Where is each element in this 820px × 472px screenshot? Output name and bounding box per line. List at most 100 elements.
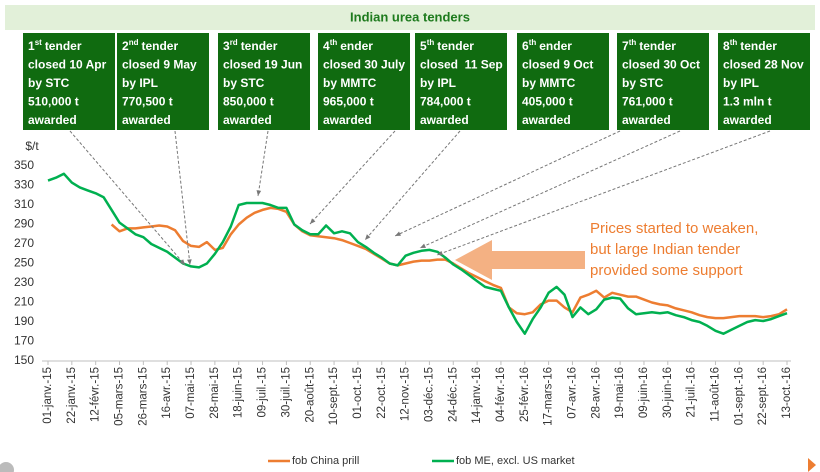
tender-heading: 8th tender [723,38,777,53]
tender-suffix: th [730,38,738,47]
tender-line: closed 9 Oct [522,58,593,72]
x-tick-label: 21-juil.-16 [686,367,698,418]
annotation-text: Prices started to weaken, [590,220,758,237]
x-tick-label: 25-févr.-16 [519,367,531,422]
tender-heading: 5th tender [420,38,474,53]
y-tick-label: 270 [14,236,34,250]
x-tick-label: 28-avr.-16 [590,367,602,419]
pointer-head [437,250,443,256]
tender-heading-word: tender [241,39,278,53]
pointer-line [436,130,771,256]
pointer-line [174,130,191,266]
x-tick-label: 01-janv.-15 [42,367,54,424]
tender-box: 7th tender closed 30 Oct by STC 761,000 t awa… [617,33,709,130]
x-tick-label: 01-oct.-15 [352,367,364,419]
tender-heading: 2nd tender [122,38,178,53]
x-tick-label: 22-sept.-16 [757,367,769,425]
tender-line: by STC [223,76,265,90]
pointer-head [310,218,316,224]
tender-number: 1 [28,39,35,53]
x-tick-label: 22-janv.-15 [66,367,78,424]
tender-heading: 4th ender [323,38,373,53]
pointer-head [365,234,371,240]
tender-heading: 6th ender [522,38,572,53]
tender-line: by STC [28,76,70,90]
tender-box-bg [23,33,115,130]
tender-suffix: th [629,38,637,47]
y-tick-label: 350 [14,158,34,172]
tender-box-bg [517,33,609,130]
tender-line: awarded [122,113,171,127]
tender-number: 2 [122,39,129,53]
tender-box-bg [218,33,310,130]
legend-label: fob ME, excl. US market [456,455,575,467]
tender-box: 8th tender closed 28 Nov by IPL 1.3 mln t awa… [718,33,810,130]
tender-line: awarded [323,113,372,127]
tender-number: 5 [420,39,427,53]
tender-suffix: th [529,38,537,47]
tender-line: by IPL [122,76,158,90]
tender-heading: 3rd tender [223,38,278,53]
x-tick-label: 07-avr.-16 [566,367,578,419]
x-tick-label: 12-févr.-15 [90,367,102,422]
tender-suffix: rd [230,38,238,47]
pointer-head [420,243,426,248]
x-tick-label: 14-janv.-16 [471,367,483,424]
tender-line: awarded [28,113,77,127]
tender-number: 6 [522,39,529,53]
tender-heading-word: tender [639,39,676,53]
x-tick-label: 20-août-15 [304,367,316,423]
tender-heading-word: tender [45,39,82,53]
tender-line: closed 10 Apr [28,58,107,72]
tender-number: 7 [622,39,629,53]
x-tick-label: 17-mars-16 [543,367,555,426]
x-tick-label: 28-mai-15 [209,367,221,419]
tender-line: 850,000 t [223,95,274,109]
tender-line: by STC [622,76,664,90]
x-tick-label: 12-nov.-15 [400,367,412,421]
pointer-line [419,130,681,249]
tender-box: 5th tender closed 11 Sep by IPL 784,000 t awa… [415,33,507,130]
y-tick-label: 290 [14,217,34,231]
x-tick-label: 24-déc.-15 [447,367,459,422]
pointer-line [364,130,461,241]
tender-heading: 7th tender [622,38,676,53]
tender-box-bg [117,33,209,130]
x-tick-label: 16-avr.-15 [161,367,173,419]
tender-number: 4 [323,39,330,53]
tender-box-bg [415,33,507,130]
tender-suffix: th [427,38,435,47]
x-tick-label: 07-mai-15 [185,367,197,419]
tender-box-bg [617,33,709,130]
tender-line: awarded [622,113,671,127]
tender-line: 510,000 t [28,95,79,109]
pointer-head [256,190,262,196]
x-tick-label: 05-mars-15 [114,367,126,426]
tender-line: awarded [420,113,469,127]
tender-line: by MMTC [522,76,576,90]
pointer-head [187,259,192,265]
tender-line: 965,000 t [323,95,374,109]
x-tick-label: 18-juin-15 [233,367,245,418]
x-tick-label: 04-févr.-16 [495,367,507,422]
tender-line: closed 19 Jun [223,58,302,72]
tender-number: 8 [723,39,730,53]
x-tick-label: 09-juil.-15 [257,367,269,418]
tender-box: 6th ender closed 9 Oct by MMTC 405,000 t awar… [517,33,609,130]
x-tick-label: 13-oct.-16 [781,367,793,419]
y-axis-label: $/t [25,139,39,153]
x-tick-label: 30-juin-16 [662,367,674,418]
tender-suffix: nd [129,38,139,47]
tender-heading-word: tender [740,39,777,53]
pointer-line [257,130,269,197]
tender-line: closed 30 July [323,58,405,72]
pointer-head [395,231,401,236]
pointer-line [309,130,396,225]
annotation-text: provided some support [590,262,743,279]
tender-box: 4th ender closed 30 July by MMTC 965,000 t aw… [318,33,410,130]
y-tick-label: 150 [14,353,34,367]
tender-heading-word: tender [437,39,474,53]
x-tick-label: 22-oct.-15 [376,367,388,419]
tender-heading: 1st tender [28,38,82,53]
y-tick-label: 170 [14,334,34,348]
